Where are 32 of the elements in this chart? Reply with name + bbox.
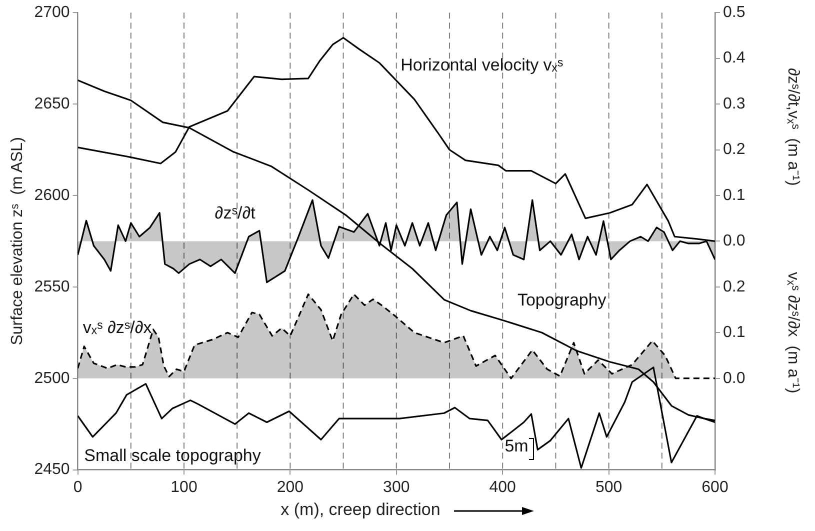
y3-tick-label: 0.2	[723, 278, 746, 296]
x-tick-label: 300	[383, 478, 410, 496]
annotation: 5m	[504, 436, 528, 456]
annotation: Topography	[517, 290, 607, 310]
y3-axis-title: vₓˢ ∂zˢ/∂x (m a⁻¹)	[784, 272, 802, 394]
y-tick-label: 2600	[34, 186, 70, 204]
y-tick-label: 2450	[34, 461, 70, 478]
y2-tick-label: 0.4	[723, 50, 746, 67]
y3-tick-label: 0.1	[723, 324, 746, 342]
annotation: Horizontal velocity vₓˢ	[400, 55, 564, 74]
x-tick-label: 400	[489, 478, 516, 496]
x-tick-label: 200	[276, 478, 304, 496]
y2-tick-label: 0.0	[723, 232, 746, 250]
x-tick-label: 0	[73, 478, 82, 496]
y2-tick-label: 0.5	[723, 4, 746, 22]
x-axis-title: x (m), creep direction	[280, 500, 440, 519]
annotation: ∂zˢ/∂t	[214, 203, 256, 222]
y-axis-title: Surface elevation zˢ (m ASL)	[9, 137, 26, 346]
y2-tick-label: 0.1	[723, 186, 746, 204]
annotation: Small scale topography	[84, 446, 262, 465]
y-tick-label: 2500	[34, 370, 70, 387]
x-tick-label: 600	[702, 478, 728, 496]
y-tick-label: 2550	[34, 278, 70, 296]
x-tick-label: 500	[595, 478, 622, 496]
y-tick-label: 2650	[34, 95, 70, 112]
y2-axis-title: ∂zˢ/∂t,vₓˢ (m a⁻¹)	[784, 68, 802, 186]
annotation: vₓˢ ∂zˢ/∂x	[82, 318, 152, 337]
x-tick-label: 100	[170, 478, 198, 496]
y2-tick-label: 0.3	[723, 95, 746, 112]
y3-tick-label: 0.0	[723, 370, 746, 387]
y2-tick-label: 0.2	[723, 141, 746, 158]
y-tick-label: 2700	[34, 4, 70, 22]
